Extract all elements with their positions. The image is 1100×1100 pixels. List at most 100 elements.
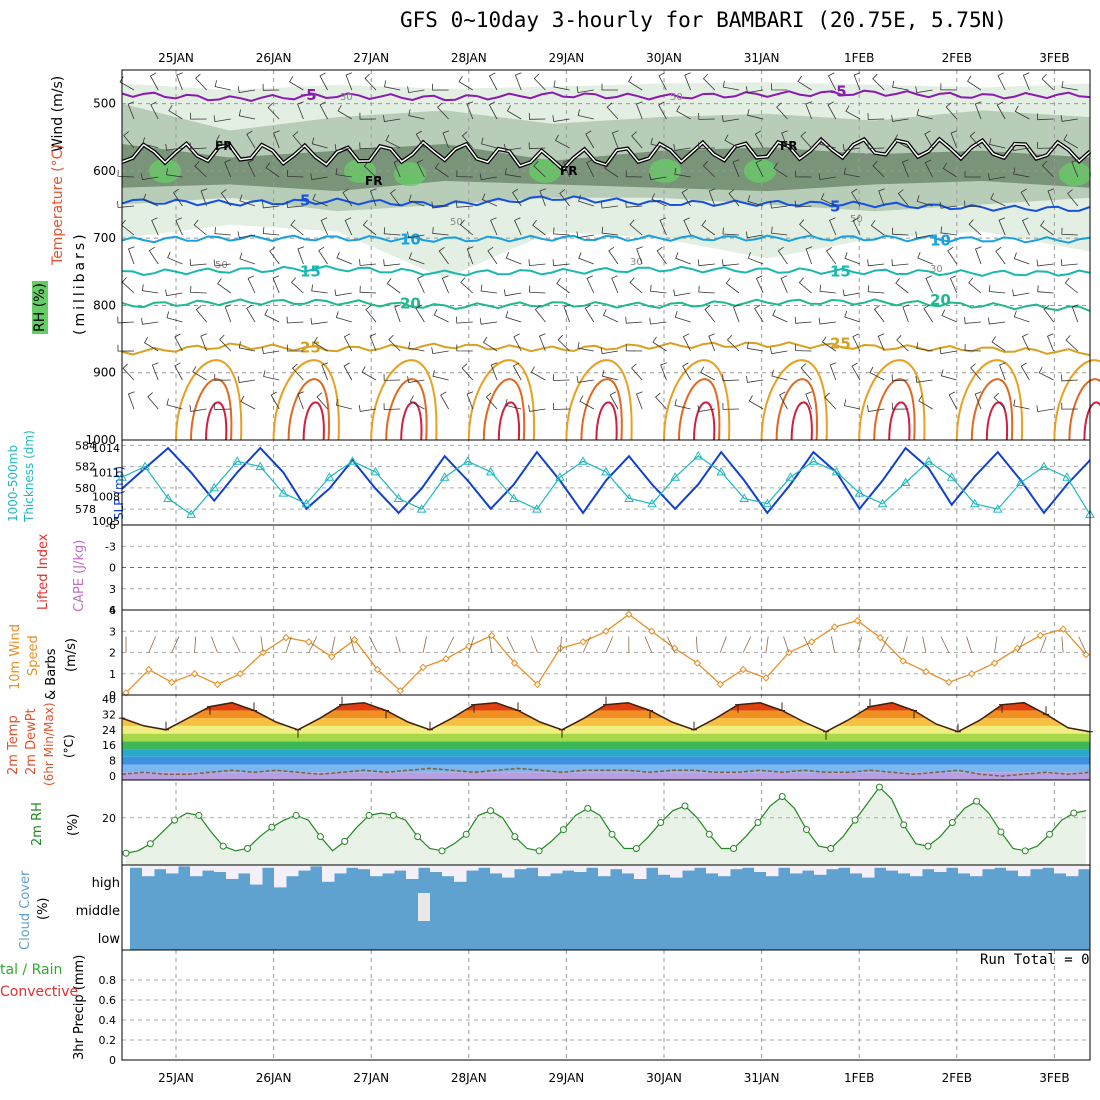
cloud-high-gap-75 xyxy=(1030,865,1043,870)
upper-wind-barb-4-18 xyxy=(559,189,570,207)
wind10-point-2 xyxy=(168,678,176,686)
rh2m-point-14 xyxy=(292,811,300,819)
temp-contour-30-2 xyxy=(370,359,438,441)
temp-contour-35-4 xyxy=(580,378,623,441)
upper-wind-barb-9-24 xyxy=(708,333,716,352)
upper-wind-barb-8-32 xyxy=(902,304,910,323)
upper-wind-barb-0-14 xyxy=(458,75,474,91)
upper-wind-barb-5-8 xyxy=(320,217,328,236)
upper-wind-barb-1-28 xyxy=(805,101,813,120)
cloud-high-gap-38 xyxy=(586,865,599,868)
upper-wind-barb-1-24 xyxy=(698,112,715,120)
isotherm-label-25-1: 25 xyxy=(830,335,851,353)
upper-wind-barb-1-19 xyxy=(577,109,594,120)
upper-wind-barb-3-23 xyxy=(674,167,691,178)
upper-wind-barb-11-28 xyxy=(805,391,813,410)
upper-wind-barb-10-18 xyxy=(553,374,570,381)
upper-wind-barb-8-34 xyxy=(941,309,957,323)
thickness-point-34 xyxy=(900,477,911,486)
cloud-high-gap-52 xyxy=(754,865,767,872)
upper-wind-barb-3-4 xyxy=(224,159,232,178)
upper-wind-barb-7-30 xyxy=(842,289,861,297)
rh2m-point-4 xyxy=(171,816,179,824)
isotherm-label-15-0: 15 xyxy=(300,263,321,281)
upper-wind-barb-1-32 xyxy=(891,115,909,122)
upper-wind-barb-1-22 xyxy=(658,101,667,120)
top-day-label-25JAN: 25JAN xyxy=(158,51,194,65)
upper-wind-barb-2-30 xyxy=(842,144,861,151)
upper-wind-barb-9-11 xyxy=(388,334,401,352)
upper-wind-barb-0-38 xyxy=(1041,74,1054,91)
upper-wind-barb-9-20 xyxy=(600,347,619,355)
temp-contour-35-8 xyxy=(970,378,1014,441)
cloud-high-gap-11 xyxy=(262,865,275,868)
upper-wind-barb-0-9 xyxy=(345,72,353,91)
upper-wind-barb-7-5 xyxy=(247,275,256,294)
upper-wind-barb-4-22 xyxy=(651,193,667,207)
wind10-point-14 xyxy=(442,655,450,663)
upper-wind-barb-4-15 xyxy=(481,193,498,207)
upper-wind-barb-9-13 xyxy=(431,347,449,355)
thickness-point-28 xyxy=(762,498,773,508)
upper-wind-barb-3-12 xyxy=(416,159,425,178)
upper-wind-barb-10-33 xyxy=(915,375,933,383)
thickness-point-8 xyxy=(301,498,312,508)
upper-wind-barb-6-8 xyxy=(318,246,328,265)
upper-wind-barb-2-35 xyxy=(969,131,982,149)
upper-wind-barb-11-8 xyxy=(316,392,328,410)
upper-wind-barb-8-11 xyxy=(394,304,401,323)
upper-wind-barb-1-17 xyxy=(528,112,546,120)
upper-wind-barb-11-7 xyxy=(297,391,304,410)
upper-wind-barb-5-33 xyxy=(915,231,933,239)
upper-wind-barb-10-8 xyxy=(321,362,329,381)
temp-contour-40-4 xyxy=(595,401,618,441)
upper-wind-barb-3-32 xyxy=(901,159,909,178)
upper-wind-barb-9-33 xyxy=(916,342,933,352)
wind10-barb-28 xyxy=(765,636,769,653)
upper-wind-barb-8-27 xyxy=(772,309,788,323)
upper-wind-barb-7-20 xyxy=(611,275,619,294)
upper-wind-barb-4-35 xyxy=(964,200,982,208)
upper-wind-barb-2-27 xyxy=(781,130,788,149)
temp-contour-40-0 xyxy=(205,401,228,441)
upper-wind-barb-1-27 xyxy=(776,102,788,120)
upper-wind-barb-6-15 xyxy=(487,246,498,265)
upper-wind-barb-8-15 xyxy=(479,317,498,325)
upper-wind-barb-1-14 xyxy=(466,101,474,120)
upper-wind-barb-6-7 xyxy=(297,246,305,265)
upper-wind-barb-7-3 xyxy=(190,285,207,294)
upper-wind-barb-2-8 xyxy=(311,137,328,149)
thickness-point-32 xyxy=(854,488,865,497)
upper-wind-barb-7-10 xyxy=(359,285,377,294)
temp2m-tick-8: 8 xyxy=(109,755,116,768)
wind10-tick-2: 2 xyxy=(109,647,116,660)
wind10-point-17 xyxy=(510,659,519,667)
upper-wind-barb-5-21 xyxy=(629,219,643,236)
upper-wind-barb-1-7 xyxy=(297,101,304,120)
upper-wind-barb-9-0 xyxy=(117,344,135,352)
upper-wind-barb-2-26 xyxy=(754,130,764,149)
temp-minmax-36 xyxy=(911,709,917,719)
upper-wind-barb-4-29 xyxy=(820,193,836,207)
slp-tick-1014: 1014 xyxy=(92,442,120,455)
cloud-high-gap-55 xyxy=(790,865,803,874)
upper-wind-barb-9-12 xyxy=(408,341,425,352)
upper-wind-barb-8-23 xyxy=(674,310,691,323)
temp-contour-30-6 xyxy=(760,359,828,441)
temp-minmax-8 xyxy=(295,729,301,738)
temp-contour-35-9 xyxy=(1068,378,1100,441)
upper-wind-barb-3-11 xyxy=(393,159,401,178)
page-title: GFS 0~10day 3-hourly for BAMBARI (20.75E… xyxy=(400,8,1007,32)
upper-wind-barb-3-34 xyxy=(942,162,958,178)
thickness-point-33 xyxy=(877,498,888,508)
upper-wind-barb-9-7 xyxy=(287,344,304,352)
upper-wind-barb-3-24 xyxy=(702,160,716,178)
cloud-high-gap-49 xyxy=(718,865,731,877)
upper-wind-barb-7-36 xyxy=(988,285,1006,294)
upper-wind-barb-8-37 xyxy=(1013,310,1030,323)
cloud-high-gap-23 xyxy=(406,865,419,879)
upper-wind-barb-8-4 xyxy=(224,304,232,323)
upper-wind-barb-3-7 xyxy=(286,169,304,178)
upper-wind-barb-7-28 xyxy=(798,277,812,294)
wind10-point-32 xyxy=(853,616,862,625)
